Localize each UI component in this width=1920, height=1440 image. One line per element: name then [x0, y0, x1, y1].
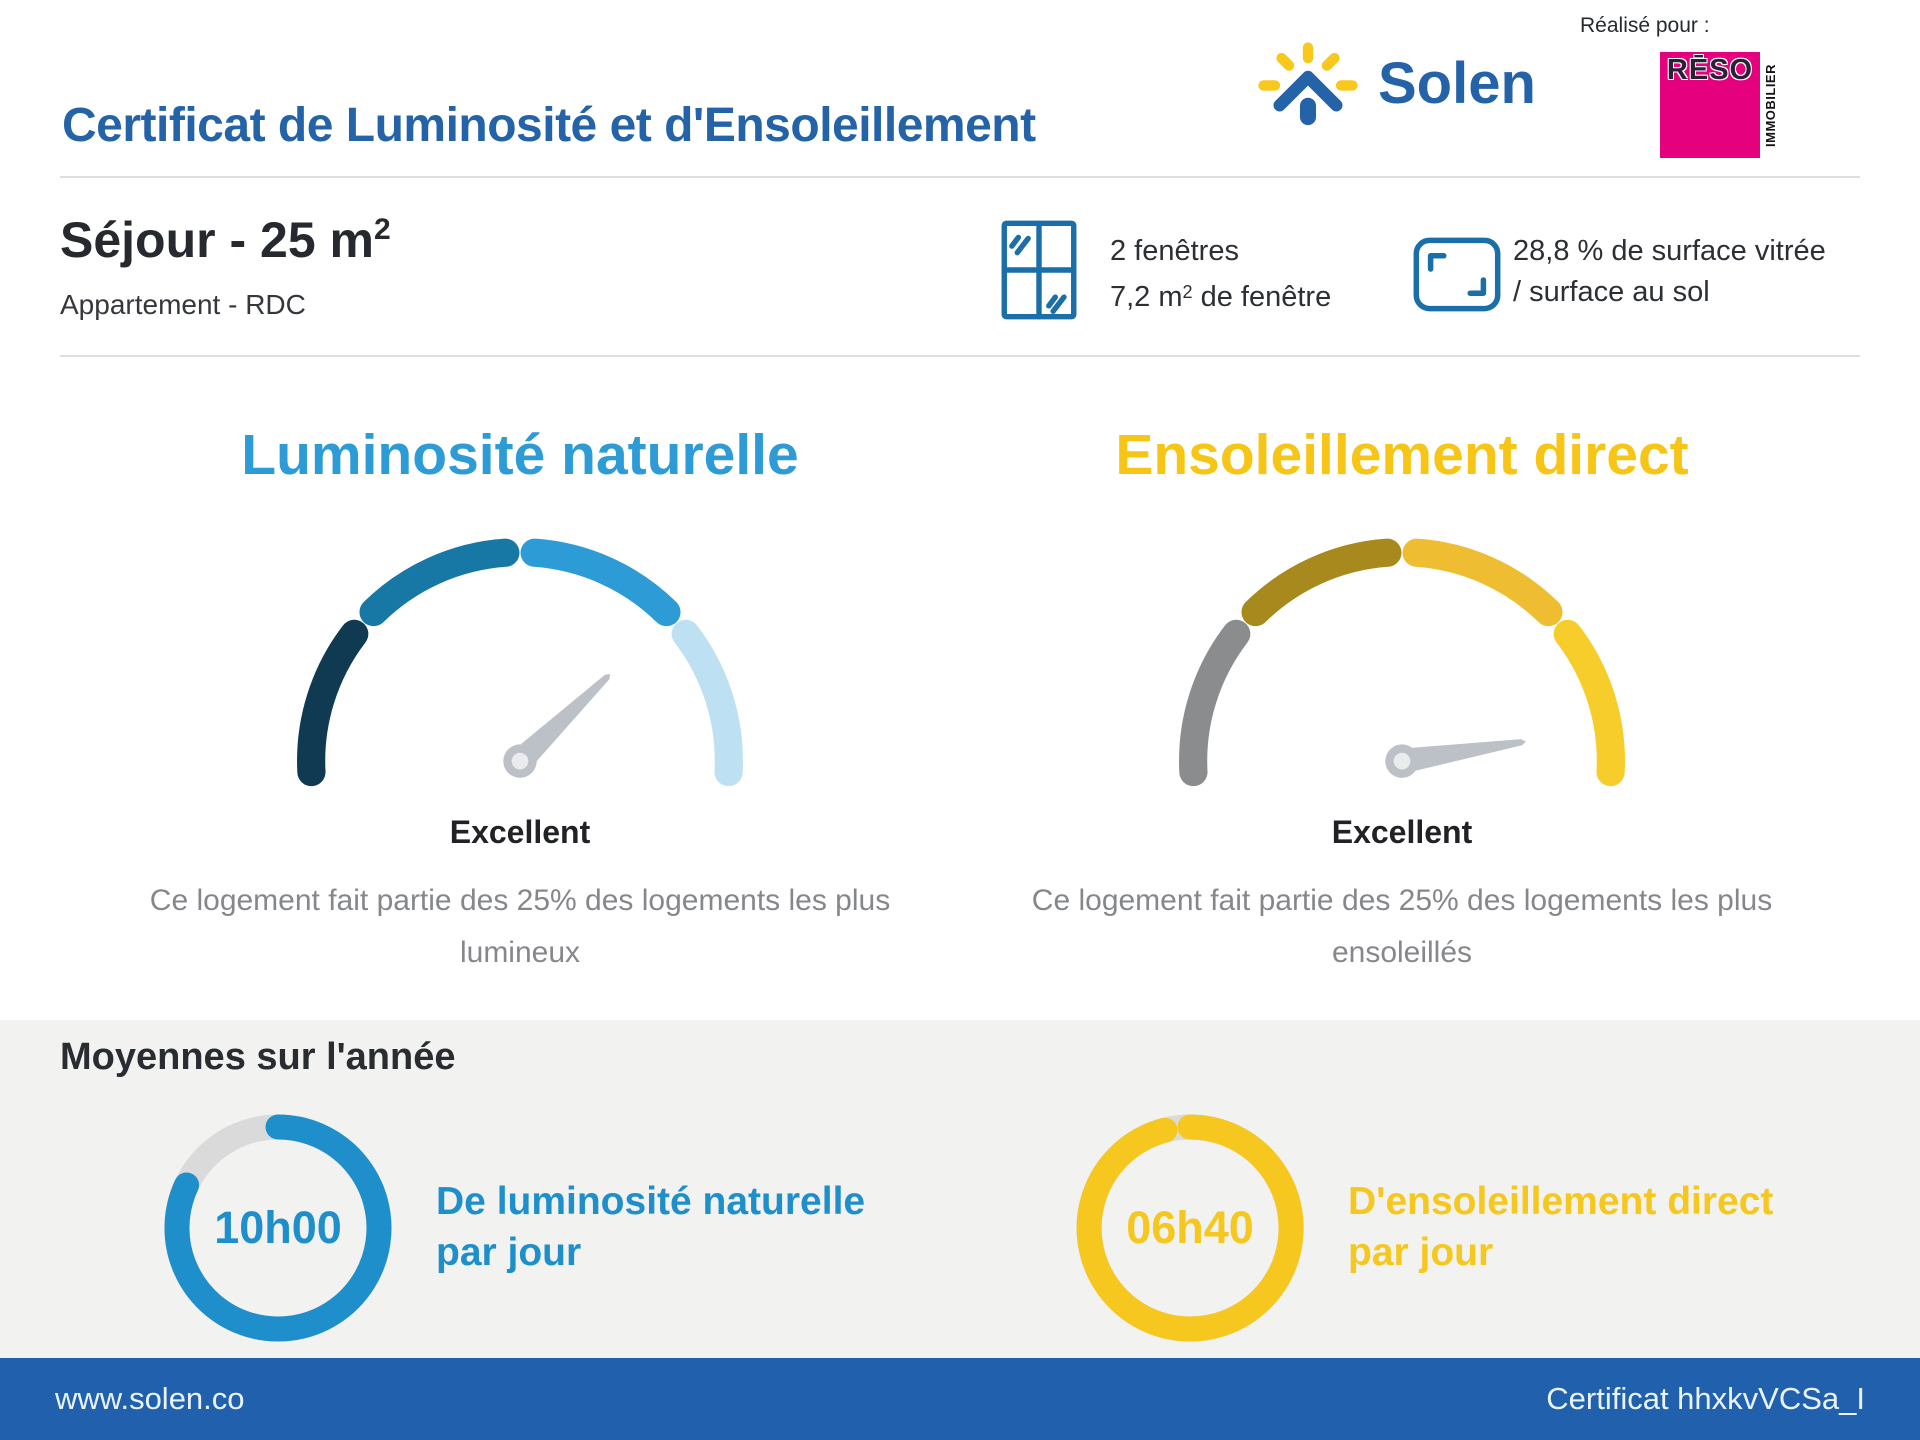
window-icon [1001, 220, 1077, 320]
gauge-ensoleillement-description: Ce logement fait partie des 25% des loge… [940, 875, 1864, 979]
description-line-1: Ce logement fait partie des 25% des loge… [1031, 883, 1773, 917]
ring-ensoleillement-chart [1076, 1114, 1304, 1342]
window-info: 2 fenêtres 7,2 m2 de fenêtre [1110, 231, 1331, 318]
description-line-1: Ce logement fait partie des 25% des loge… [149, 883, 891, 917]
gauge-segment-4 [1553, 619, 1625, 787]
gauge-luminosite-title: Luminosité naturelle [241, 423, 799, 487]
surface-ratio-icon [1413, 237, 1501, 312]
gauge-segment-1 [1179, 619, 1251, 787]
room-section: Séjour - 25 m2 Appartement - RDC 2 fenêt… [0, 177, 1920, 356]
footer-certificate-id: Certificat hhxkvVCSa_I [1546, 1381, 1865, 1416]
gauge-segment-4 [671, 619, 743, 787]
gauge-segment-3 [520, 538, 681, 627]
page-title: Certificat de Luminosité et d'Ensoleille… [62, 99, 1036, 153]
gauge-ensoleillement: Ensoleillement direct Excellent Ce logem… [940, 356, 1864, 979]
label-line-1: De luminosité naturelle [436, 1180, 866, 1224]
window-area-suffix: de fenêtre [1192, 281, 1332, 313]
solen-sun-house-icon [1258, 41, 1358, 125]
solen-logo: Solen [1256, 40, 1536, 128]
label-line-1: D'ensoleillement direct [1348, 1180, 1774, 1224]
header: Certificat de Luminosité et d'Ensoleille… [0, 0, 1920, 177]
gauge-ensoleillement-dial [1179, 538, 1625, 787]
label-line-2: par jour [436, 1231, 582, 1274]
window-area-sup: 2 [1182, 282, 1193, 302]
gauge-luminosite-rating: Excellent [449, 813, 591, 850]
room-subtitle: Appartement - RDC [60, 289, 306, 320]
ring-luminosite-value: 10h00 [214, 1202, 342, 1253]
room-title-text: Séjour - 25 m [60, 212, 374, 268]
averages-heading: Moyennes sur l'année [60, 1036, 456, 1078]
glazing-info: 28,8 % de surface vitrée / surface au so… [1513, 231, 1826, 313]
ring-luminosite: 10h00 [164, 1114, 392, 1342]
gauge-needle [1385, 738, 1526, 778]
gauge-segment-1 [297, 619, 369, 787]
description-line-2: lumineux [459, 935, 581, 969]
averages-section: Moyennes sur l'année 10h00 De luminosité… [0, 1020, 1920, 1358]
ring-ensoleillement-value: 06h40 [1126, 1202, 1254, 1253]
partner-logo-square: RĒSO [1660, 52, 1760, 158]
room-title-sup: 2 [374, 213, 391, 246]
partner-logo: RĒSO IMMOBILIER [1660, 52, 1780, 158]
gauge-luminosite-dial [297, 538, 743, 787]
average-ensoleillement: 06h40 D'ensoleillement direct par jour [1076, 1114, 1773, 1342]
gauge-luminosite-description: Ce logement fait partie des 25% des loge… [60, 875, 980, 979]
realise-pour-label: Réalisé pour : [1580, 14, 1710, 37]
room-title: Séjour - 25 m2 [60, 211, 391, 269]
average-ensoleillement-label: D'ensoleillement direct par jour [1348, 1177, 1773, 1278]
gauge-segment-2 [1241, 538, 1402, 627]
footer: www.solen.co Certificat hhxkvVCSa_I [0, 1358, 1920, 1440]
gauge-luminosite: Luminosité naturelle Excellent Ce logeme… [60, 356, 980, 979]
brand-name: Solen [1378, 51, 1536, 116]
window-count-text: 2 fenêtres [1110, 235, 1239, 267]
gauges-section: Luminosité naturelle Excellent Ce logeme… [0, 356, 1920, 1020]
gauge-needle [503, 673, 611, 778]
partner-name-vertical: IMMOBILIER [1762, 63, 1778, 147]
divider-top [60, 176, 1860, 178]
glazing-ratio-denominator: / surface au sol [1513, 276, 1710, 308]
gauge-segment-2 [359, 538, 520, 627]
glazing-ratio: 28,8 % de surface vitrée [1513, 235, 1826, 267]
description-line-2: ensoleillés [1331, 935, 1473, 969]
ring-progress [1076, 1114, 1304, 1342]
gauge-ensoleillement-title: Ensoleillement direct [1115, 423, 1689, 487]
gauge-segment-3 [1402, 538, 1563, 627]
footer-website: www.solen.co [55, 1381, 245, 1416]
label-line-2: par jour [1348, 1231, 1494, 1274]
ring-progress [164, 1114, 392, 1342]
gauge-ensoleillement-rating: Excellent [1331, 813, 1473, 850]
average-luminosite: 10h00 De luminosité naturelle par jour [164, 1114, 865, 1342]
ring-ensoleillement: 06h40 [1076, 1114, 1304, 1342]
window-count: 2 fenêtres [1110, 231, 1331, 272]
divider-room [60, 355, 1860, 357]
average-luminosite-label: De luminosité naturelle par jour [436, 1177, 865, 1278]
window-area-prefix: 7,2 m [1110, 281, 1183, 313]
partner-name: RĒSO [1666, 54, 1754, 86]
partner-logo-strip: IMMOBILIER [1760, 52, 1780, 158]
ring-luminosite-chart [164, 1114, 392, 1342]
window-area: 7,2 m2 de fenêtre [1110, 272, 1331, 318]
